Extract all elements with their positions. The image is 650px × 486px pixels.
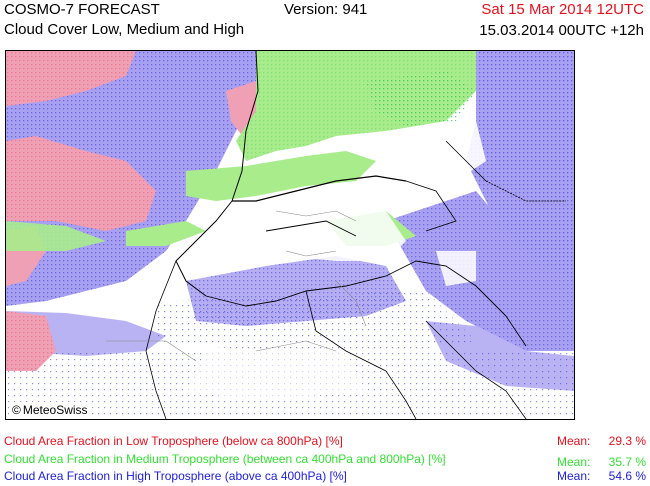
legend-high-mean-label: Mean: (557, 469, 591, 483)
forecast-map (5, 50, 575, 420)
legend-low-mean-label: Mean: (557, 434, 591, 448)
legend-high-label: Cloud Area Fraction in High Troposphere … (4, 469, 347, 483)
legend-low-mean-value: 29.3 % (608, 434, 646, 448)
legend-medium-mean-value: 35.7 % (608, 455, 646, 469)
map-canvas (6, 51, 574, 419)
medium-cloud-layer (6, 51, 476, 251)
copyright-label: © MeteoSwiss (9, 402, 91, 418)
version-label: Version: 941 (284, 1, 368, 18)
legend-medium-mean-label: Mean: (557, 455, 591, 469)
valid-date: Sat 15 Mar 2014 12UTC (481, 1, 644, 18)
borders-layer (145, 51, 566, 419)
copyright-text: MeteoSwiss (22, 403, 88, 417)
admin-borders-layer (106, 210, 367, 362)
run-info: 15.03.2014 00UTC +12h (479, 22, 644, 39)
legend-high-mean-value: 54.6 % (608, 469, 646, 483)
copyright-icon: © (12, 403, 21, 417)
low-cloud-layer (6, 51, 271, 371)
legend-medium-label: Cloud Area Fraction in Medium Tropospher… (4, 452, 446, 466)
map-title: COSMO-7 FORECAST (4, 1, 160, 18)
clear-sky-areas (186, 121, 486, 401)
legend-low-label: Cloud Area Fraction in Low Troposphere (… (4, 434, 343, 448)
map-subtitle: Cloud Cover Low, Medium and High (4, 21, 245, 38)
